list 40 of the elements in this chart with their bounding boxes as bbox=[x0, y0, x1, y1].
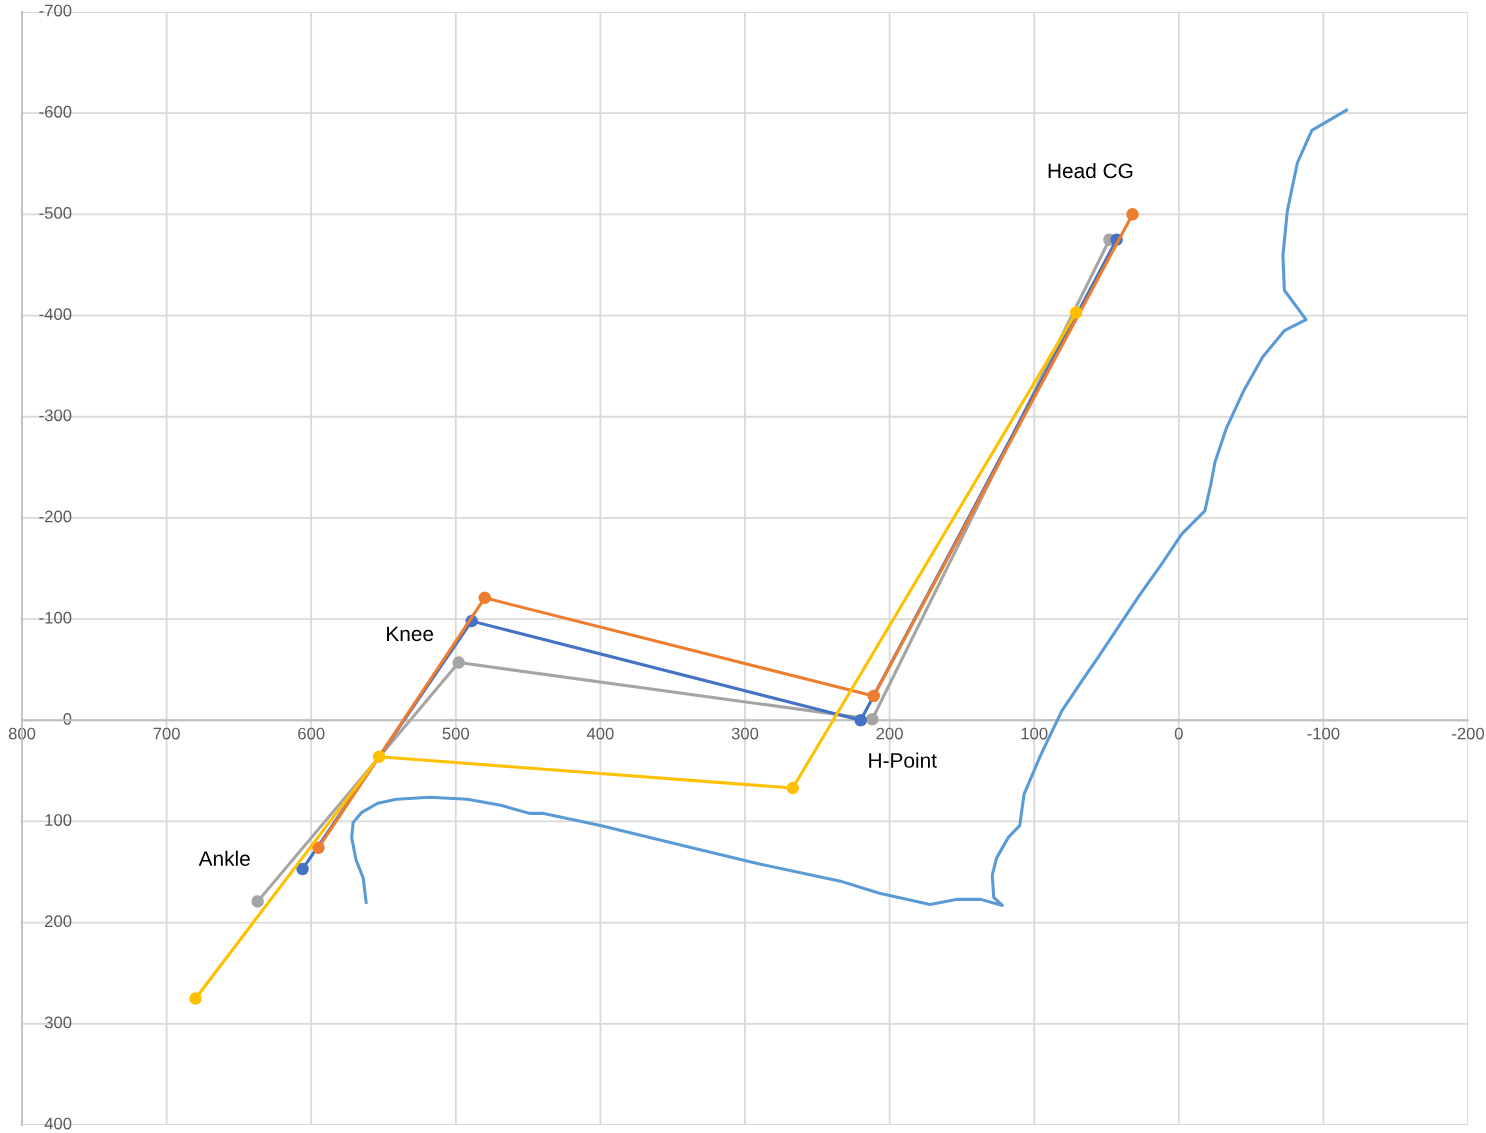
point bbox=[865, 713, 879, 726]
y-tick-label: 400 bbox=[44, 1117, 72, 1130]
x-tick-label: 300 bbox=[731, 727, 759, 740]
x-tick-label: 600 bbox=[298, 727, 325, 740]
x-tick-label: 700 bbox=[153, 727, 180, 740]
x-tick-label: 800 bbox=[8, 727, 36, 740]
x-tick-label: 500 bbox=[442, 727, 470, 740]
x-tick-label: -100 bbox=[1307, 727, 1340, 740]
line-series bbox=[350, 108, 1349, 907]
y-tick-label: -200 bbox=[39, 510, 72, 523]
x-tick-label: 200 bbox=[876, 727, 903, 740]
x-tick-label: 0 bbox=[1174, 727, 1183, 740]
y-tick-label: 200 bbox=[45, 915, 72, 928]
annotation: H-Point bbox=[869, 752, 937, 768]
annotation: Ankle bbox=[198, 850, 250, 866]
y-tick-label: -300 bbox=[39, 409, 72, 422]
point bbox=[854, 714, 867, 727]
point bbox=[251, 895, 264, 908]
point bbox=[1069, 306, 1083, 319]
y-tick-label: -500 bbox=[39, 207, 72, 219]
y-tick-label: -400 bbox=[39, 308, 72, 321]
x-tick-label: -200 bbox=[1452, 727, 1485, 740]
x-tick-label: 100 bbox=[1021, 727, 1048, 740]
point bbox=[786, 781, 799, 795]
point bbox=[452, 656, 465, 669]
point bbox=[478, 591, 491, 605]
y-tick-label: 100 bbox=[45, 814, 72, 826]
annotation: Knee bbox=[387, 626, 434, 642]
y-tick-label: -600 bbox=[39, 105, 72, 118]
y-tick-label: -100 bbox=[39, 611, 72, 624]
point bbox=[867, 689, 880, 703]
point bbox=[312, 841, 325, 855]
y-tick-label: -700 bbox=[39, 4, 72, 17]
point bbox=[372, 750, 386, 763]
annotation: Head CG bbox=[1048, 162, 1133, 179]
y-tick-label: 300 bbox=[44, 1016, 72, 1029]
point bbox=[1126, 208, 1139, 221]
point bbox=[296, 862, 309, 876]
x-tick-label: 400 bbox=[586, 727, 614, 740]
point bbox=[189, 992, 202, 1005]
